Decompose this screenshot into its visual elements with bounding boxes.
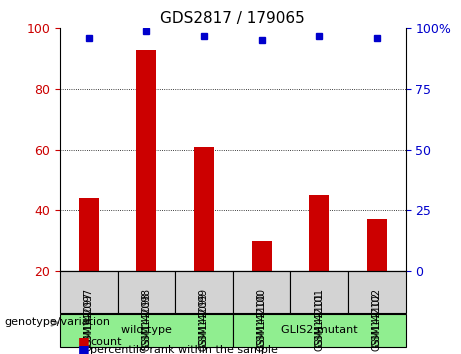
Text: GSM142097: GSM142097: [84, 292, 94, 352]
Text: GSM142101: GSM142101: [314, 292, 324, 351]
Text: GSM142102: GSM142102: [372, 288, 382, 347]
Title: GDS2817 / 179065: GDS2817 / 179065: [160, 11, 305, 26]
Text: GSM142098: GSM142098: [142, 292, 151, 351]
FancyBboxPatch shape: [233, 314, 406, 347]
Bar: [136, 50, 156, 271]
Text: ■: ■: [78, 335, 90, 348]
FancyBboxPatch shape: [60, 271, 118, 313]
Text: genotype/variation: genotype/variation: [5, 317, 111, 327]
FancyBboxPatch shape: [175, 271, 233, 313]
Text: GSM142097: GSM142097: [84, 288, 94, 347]
Text: percentile rank within the sample: percentile rank within the sample: [90, 345, 278, 354]
FancyBboxPatch shape: [118, 271, 175, 313]
Text: GSM142098: GSM142098: [142, 288, 151, 347]
Bar: [194, 147, 214, 271]
Bar: [79, 198, 99, 271]
Text: GLIS2 mutant: GLIS2 mutant: [281, 325, 358, 335]
Bar: [252, 241, 272, 271]
Bar: [309, 195, 329, 271]
Text: GSM142100: GSM142100: [257, 288, 266, 347]
FancyBboxPatch shape: [233, 271, 290, 313]
FancyBboxPatch shape: [348, 271, 406, 313]
Text: GSM142100: GSM142100: [257, 292, 266, 351]
Text: ■: ■: [78, 343, 90, 354]
Text: GSM142099: GSM142099: [199, 288, 209, 347]
Text: GSM142102: GSM142102: [372, 292, 382, 352]
Text: GSM142101: GSM142101: [314, 288, 324, 347]
Bar: [367, 219, 387, 271]
FancyBboxPatch shape: [60, 314, 233, 347]
Text: GSM142099: GSM142099: [199, 292, 209, 351]
Text: count: count: [90, 337, 121, 347]
FancyBboxPatch shape: [290, 271, 348, 313]
Text: wild type: wild type: [121, 325, 172, 335]
